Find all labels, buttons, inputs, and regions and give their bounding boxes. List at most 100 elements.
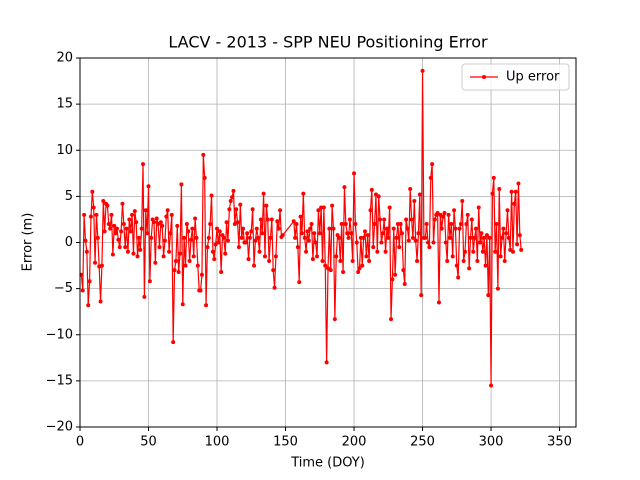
data-point bbox=[94, 212, 99, 217]
data-point bbox=[341, 270, 346, 275]
data-point bbox=[143, 208, 148, 213]
data-point bbox=[445, 258, 450, 263]
legend-label: Up error bbox=[506, 70, 560, 85]
data-point bbox=[504, 231, 509, 236]
data-point bbox=[225, 238, 230, 243]
data-point bbox=[191, 254, 196, 259]
data-point bbox=[265, 217, 270, 222]
data-point bbox=[88, 214, 93, 219]
data-point bbox=[160, 223, 165, 228]
data-point bbox=[165, 208, 170, 213]
data-point bbox=[439, 226, 444, 231]
data-point bbox=[469, 217, 474, 222]
data-point bbox=[346, 235, 351, 240]
data-point bbox=[120, 201, 125, 206]
data-point bbox=[134, 220, 139, 225]
data-point bbox=[352, 171, 357, 176]
data-point bbox=[473, 226, 478, 231]
data-point bbox=[193, 216, 198, 221]
data-point bbox=[219, 270, 224, 275]
data-point bbox=[478, 240, 483, 245]
data-point bbox=[161, 254, 166, 259]
data-point bbox=[427, 245, 432, 250]
data-point bbox=[168, 231, 173, 236]
data-point bbox=[215, 226, 220, 231]
data-point bbox=[257, 249, 262, 254]
x-tick-label: 150 bbox=[273, 435, 298, 450]
data-point bbox=[113, 231, 118, 236]
data-point bbox=[205, 245, 210, 250]
data-point bbox=[231, 188, 236, 193]
data-point bbox=[105, 203, 110, 208]
data-point bbox=[176, 270, 181, 275]
data-point bbox=[487, 235, 492, 240]
data-point bbox=[402, 282, 407, 287]
data-point bbox=[497, 186, 502, 191]
data-point bbox=[456, 275, 461, 280]
data-point bbox=[228, 198, 233, 203]
data-point bbox=[321, 205, 326, 210]
plot-frame bbox=[79, 57, 577, 428]
data-point bbox=[190, 226, 195, 231]
data-point bbox=[195, 263, 200, 268]
data-point bbox=[316, 208, 321, 213]
data-point bbox=[387, 205, 392, 210]
data-point bbox=[212, 257, 217, 262]
data-point bbox=[358, 235, 363, 240]
data-point bbox=[294, 222, 299, 227]
data-point bbox=[101, 198, 106, 203]
data-point bbox=[382, 217, 387, 222]
data-point bbox=[273, 254, 278, 259]
data-point bbox=[486, 293, 491, 298]
data-point bbox=[436, 300, 441, 305]
data-point bbox=[452, 208, 457, 213]
y-tick-label: 15 bbox=[56, 97, 73, 112]
data-point bbox=[426, 240, 431, 245]
data-point bbox=[117, 245, 122, 250]
data-point bbox=[227, 207, 232, 212]
data-point bbox=[420, 68, 425, 73]
data-point bbox=[471, 249, 476, 254]
data-point bbox=[449, 222, 454, 227]
data-point bbox=[98, 299, 103, 304]
data-point bbox=[198, 288, 203, 293]
data-point bbox=[428, 175, 433, 180]
data-point bbox=[90, 189, 95, 194]
data-point bbox=[463, 249, 468, 254]
data-point bbox=[167, 249, 172, 254]
chart-title: LACV - 2013 - SPP NEU Positioning Error bbox=[168, 33, 488, 52]
data-point bbox=[310, 257, 315, 262]
data-point bbox=[182, 235, 187, 240]
data-point bbox=[84, 249, 89, 254]
data-point bbox=[154, 216, 159, 221]
data-point bbox=[239, 235, 244, 240]
data-point bbox=[146, 184, 151, 189]
data-point bbox=[253, 238, 258, 243]
data-point bbox=[405, 226, 410, 231]
data-point bbox=[175, 223, 180, 228]
y-tick-label: −5 bbox=[54, 281, 73, 296]
data-point bbox=[394, 235, 399, 240]
legend-marker bbox=[482, 75, 486, 79]
y-tick-label: −20 bbox=[46, 420, 73, 435]
data-point bbox=[275, 219, 280, 224]
x-tick-label: 300 bbox=[479, 435, 504, 450]
data-point bbox=[306, 238, 311, 243]
data-point bbox=[164, 214, 169, 219]
data-point bbox=[145, 231, 150, 236]
data-point bbox=[180, 302, 185, 307]
data-point bbox=[178, 251, 183, 256]
data-point bbox=[386, 235, 391, 240]
data-point bbox=[330, 203, 335, 208]
y-tick-label: 0 bbox=[65, 235, 73, 250]
data-point bbox=[258, 217, 263, 222]
data-point bbox=[116, 237, 121, 242]
data-point bbox=[467, 266, 472, 271]
data-point bbox=[153, 260, 158, 265]
data-point bbox=[380, 231, 385, 236]
data-point bbox=[208, 222, 213, 227]
data-point bbox=[305, 229, 310, 234]
data-point bbox=[424, 222, 429, 227]
data-point bbox=[431, 240, 436, 245]
